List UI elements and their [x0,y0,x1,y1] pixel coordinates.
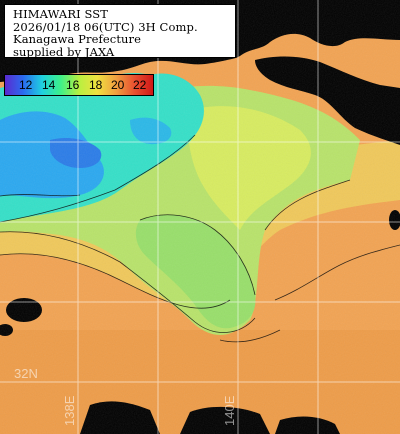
legend-label-16: 16 [66,78,80,92]
legend-label-20: 20 [111,78,125,92]
lat-label: 32N [14,366,38,381]
legend-label-12: 12 [19,78,33,92]
legend-label-22: 22 [133,78,147,92]
lon-label-140: 140E [222,395,237,426]
legend-gradient [5,75,153,95]
info-box: HIMAWARI SST 2026/01/18 06(UTC) 3H Comp.… [4,4,236,58]
lon-label-138: 138E [62,395,77,426]
legend-label-14: 14 [42,78,56,92]
observation-time: 2026/01/18 06(UTC) 3H Comp. [13,19,198,34]
product-title: HIMAWARI SST [13,7,109,21]
region-name: Kanagawa Prefecture [13,32,142,47]
data-credit: supplied by JAXA [13,44,115,59]
legend-label-18: 18 [89,78,103,92]
color-legend: 12 14 16 18 20 22 [4,74,154,96]
